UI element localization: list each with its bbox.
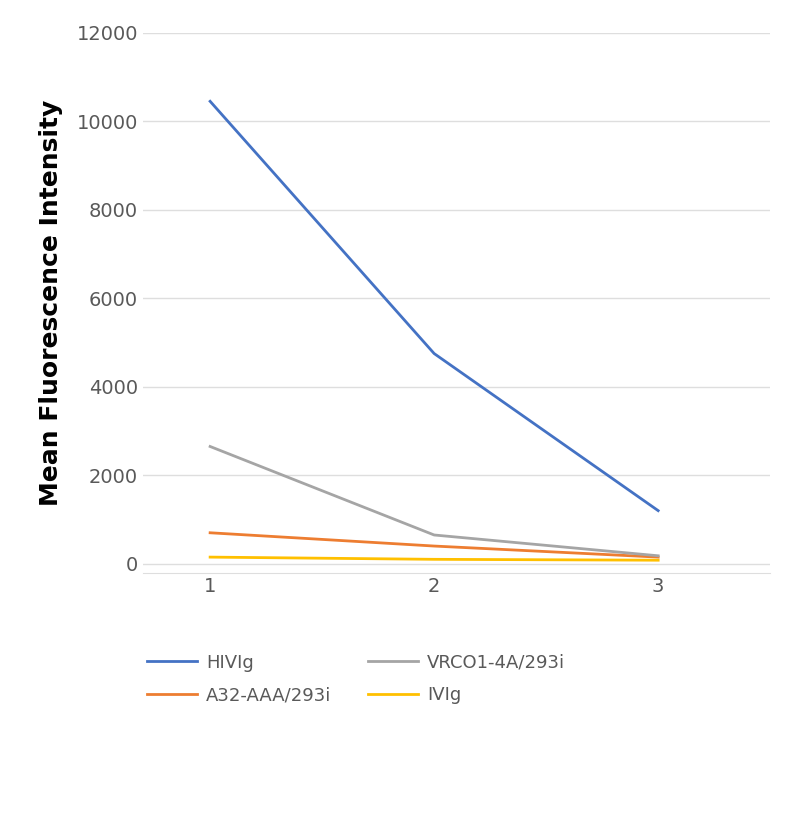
HIVIg	[653, 506, 663, 515]
A32-AAA/293i	[653, 552, 663, 562]
VRCO1-4A/293i	[430, 530, 439, 540]
Line: IVIg: IVIg	[210, 557, 658, 560]
IVIg	[206, 552, 215, 562]
VRCO1-4A/293i	[653, 551, 663, 560]
IVIg	[653, 555, 663, 565]
HIVIg	[430, 348, 439, 358]
IVIg	[430, 555, 439, 564]
A32-AAA/293i	[430, 542, 439, 551]
Line: VRCO1-4A/293i: VRCO1-4A/293i	[210, 447, 658, 555]
Line: A32-AAA/293i: A32-AAA/293i	[210, 533, 658, 557]
Y-axis label: Mean Fluorescence Intensity: Mean Fluorescence Intensity	[39, 100, 63, 506]
VRCO1-4A/293i	[206, 442, 215, 452]
A32-AAA/293i	[206, 528, 215, 537]
Legend: HIVIg, A32-AAA/293i, VRCO1-4A/293i, IVIg: HIVIg, A32-AAA/293i, VRCO1-4A/293i, IVIg	[140, 646, 572, 712]
Line: HIVIg: HIVIg	[210, 101, 658, 510]
HIVIg	[206, 97, 215, 106]
